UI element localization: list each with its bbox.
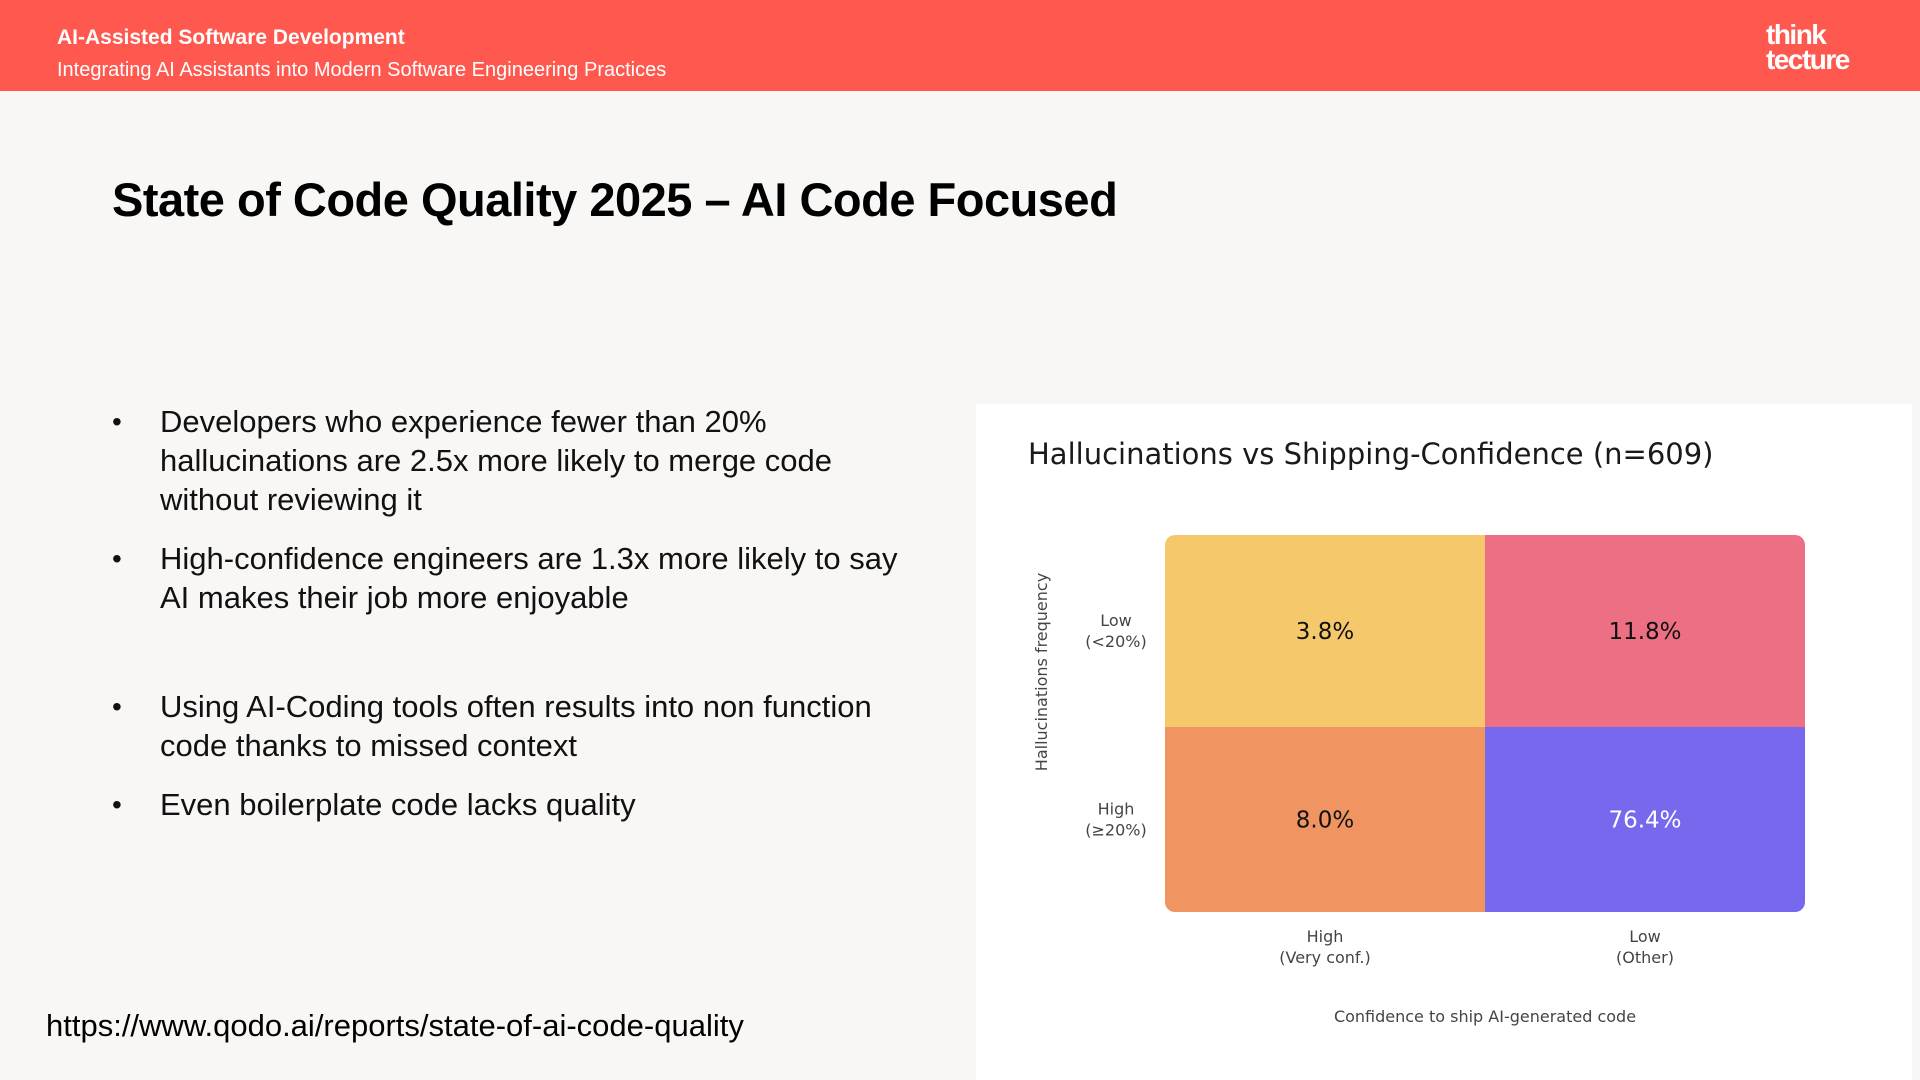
bullet-dot: • xyxy=(112,543,122,574)
chart-title: Hallucinations vs Shipping-Confidence (n… xyxy=(1028,437,1714,471)
heatmap-chart-panel: Hallucinations vs Shipping-Confidence (n… xyxy=(976,404,1912,1080)
bullet-text: Using AI-Coding tools often results into… xyxy=(160,689,872,763)
heatmap-cell xyxy=(1165,535,1485,727)
x-tick-label: Low xyxy=(1629,927,1661,946)
bullet-list: • Developers who experience fewer than 20… xyxy=(112,402,902,824)
bullet-text: Developers who experience fewer than 20%… xyxy=(160,404,833,517)
heatmap-cell-value: 76.4% xyxy=(1608,808,1681,834)
bullet-dot: • xyxy=(112,789,122,820)
bullet-dot: • xyxy=(112,691,122,722)
bullet-item: • Even boilerplate code lacks quality xyxy=(112,785,902,824)
source-url-link[interactable]: https://www.qodo.ai/reports/state-of-ai-… xyxy=(46,1008,744,1043)
header-title: AI-Assisted Software Development xyxy=(57,26,405,49)
x-axis-label: Confidence to ship AI-generated code xyxy=(1334,1007,1636,1026)
heatmap-cell-value: 3.8% xyxy=(1296,619,1354,645)
bullet-text: Even boilerplate code lacks quality xyxy=(160,787,636,822)
bullet-item: • Developers who experience fewer than 20… xyxy=(112,402,902,519)
header-bar: AI-Assisted Software Development Integra… xyxy=(0,0,1920,91)
heatmap-chart: Hallucinations vs Shipping-Confidence (n… xyxy=(1028,437,1805,1026)
heatmap-cell xyxy=(1165,727,1485,912)
heatmap-cell xyxy=(1485,535,1805,727)
heatmap-cell-value: 8.0% xyxy=(1296,808,1354,834)
y-tick-sublabel: (≥20%) xyxy=(1085,821,1146,840)
thinktecture-logo: think tecture xyxy=(1766,19,1850,75)
bullet-item: • Using AI-Coding tools often results int… xyxy=(112,687,902,765)
y-tick-sublabel: (<20%) xyxy=(1085,632,1146,651)
y-axis-label: Hallucinations frequency xyxy=(1032,573,1051,771)
x-tick-sublabel: (Very conf.) xyxy=(1279,948,1370,967)
heatmap-cell-value: 11.8% xyxy=(1608,619,1681,645)
x-tick-sublabel: (Other) xyxy=(1616,948,1674,967)
logo-line-1: think xyxy=(1766,19,1827,50)
header-subtitle: Integrating AI Assistants into Modern So… xyxy=(57,59,667,81)
y-tick-label: Low xyxy=(1100,611,1132,630)
heatmap-cells xyxy=(1165,535,1805,912)
y-tick-label: High xyxy=(1098,800,1135,819)
logo-line-2: tecture xyxy=(1766,44,1850,75)
x-tick-label: High xyxy=(1307,927,1344,946)
heatmap-cell xyxy=(1485,727,1805,912)
slide-title: State of Code Quality 2025 – AI Code Foc… xyxy=(112,173,1118,226)
bullet-dot: • xyxy=(112,406,122,437)
bullet-item: • High-confidence engineers are 1.3x more… xyxy=(112,539,902,617)
bullet-text: High-confidence engineers are 1.3x more … xyxy=(160,541,898,615)
